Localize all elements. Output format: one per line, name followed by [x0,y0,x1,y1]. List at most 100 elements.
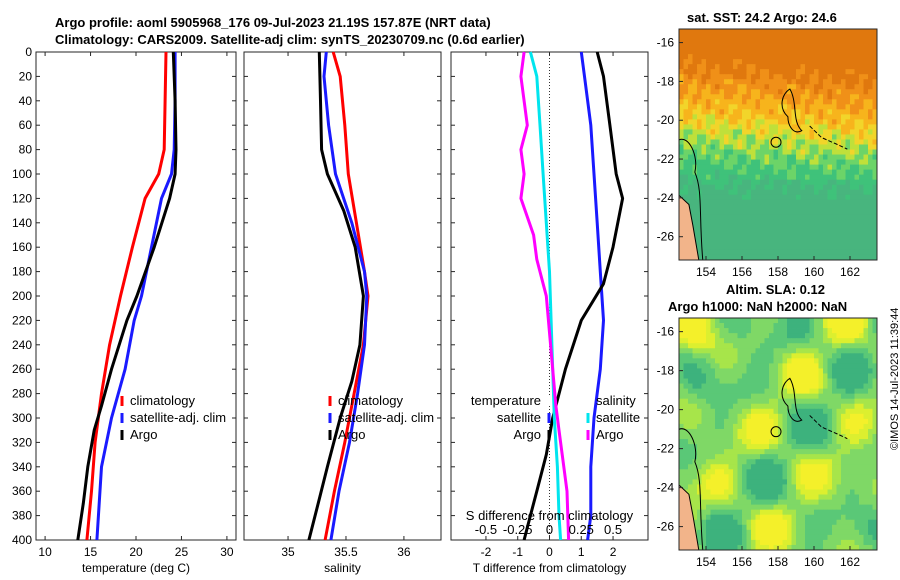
map-cell [728,368,734,374]
map-cell [742,444,747,450]
map-cell [854,459,860,465]
map-cell [850,539,855,546]
map-cell [724,239,729,246]
map-cell [710,519,716,526]
map-cell [787,494,792,500]
map-cell [836,398,842,405]
map-cell [782,494,788,500]
map-cell [814,323,819,329]
map-cell [832,139,837,145]
map-cell [715,348,720,354]
map-cell [719,214,725,221]
map-cell [800,164,806,171]
map-cell [697,104,702,110]
map-cell [737,159,743,165]
map-cell [832,388,837,395]
map-cell [773,469,779,475]
map-cell [863,174,869,181]
map-cell [764,484,770,490]
map-cell [809,169,815,176]
map-cell [805,494,810,500]
map-cell [836,474,842,480]
map-cell [814,69,819,75]
map-cell [827,199,833,206]
map-cell [751,353,756,359]
map-cell [724,413,729,420]
map-cell [728,378,734,384]
map-cell [715,199,720,206]
map-cell [746,529,752,536]
map-cell [796,388,801,395]
map-cell [778,84,783,90]
map-cell [809,318,815,324]
map-cell [683,418,689,425]
map-cell [688,434,693,440]
map-cell [683,328,689,334]
map-cell [688,328,693,334]
map-cell [683,164,689,171]
map-cell [859,418,864,425]
map-cell [719,149,725,155]
map-cell [841,514,846,521]
legend-label: Argo [338,427,365,442]
map-cell [688,484,693,490]
map-cell [751,439,756,445]
map-cell [724,408,729,415]
map-cell [841,169,846,176]
map-cell [791,179,797,186]
map-cell [841,504,846,511]
map-cell [737,184,743,191]
map-cell [697,69,702,75]
map-cell [769,373,774,379]
map-cell [760,54,765,60]
map-cell [773,454,779,460]
map-cell [868,544,873,551]
map-cell [679,49,684,55]
map-cell [728,99,734,105]
map-cell [872,524,878,531]
map-cell [836,174,842,181]
map-cell [737,164,743,171]
map-cell [683,373,689,379]
map-cell [796,214,801,221]
map-cell [742,214,747,221]
map-cell [710,383,716,390]
map-cell [836,214,842,221]
map-cell [719,139,725,145]
map-cell [872,194,878,201]
map-cell [814,514,819,521]
map-cell [836,514,842,521]
map-cell [746,439,752,445]
map-cell [782,403,788,410]
map-cell [746,129,752,135]
map-cell [733,169,738,176]
map-cell [832,214,837,221]
map-cell [814,519,819,526]
map-cell [715,254,720,261]
map-cell [764,224,770,231]
map-cell [710,418,716,425]
map-cell [746,504,752,511]
map-cell [823,109,828,115]
map-cell [701,524,707,531]
map-cell [742,454,747,460]
map-cell [715,353,720,359]
map-cell [809,129,815,135]
map-cell [715,249,720,256]
map-cell [683,388,689,395]
map-cell [805,114,810,120]
map-cell [755,459,761,465]
map-cell [850,29,855,35]
map-cell [769,34,774,40]
map-cell [809,59,815,65]
map-cell [841,179,846,186]
map-cell [701,539,707,546]
map-cell [728,154,734,160]
map-cell [850,54,855,60]
map-cell [733,348,738,354]
map-cell [697,64,702,70]
map-cell [746,534,752,541]
map-cell [782,174,788,181]
map-cell [737,383,743,390]
map-cell [760,434,765,440]
